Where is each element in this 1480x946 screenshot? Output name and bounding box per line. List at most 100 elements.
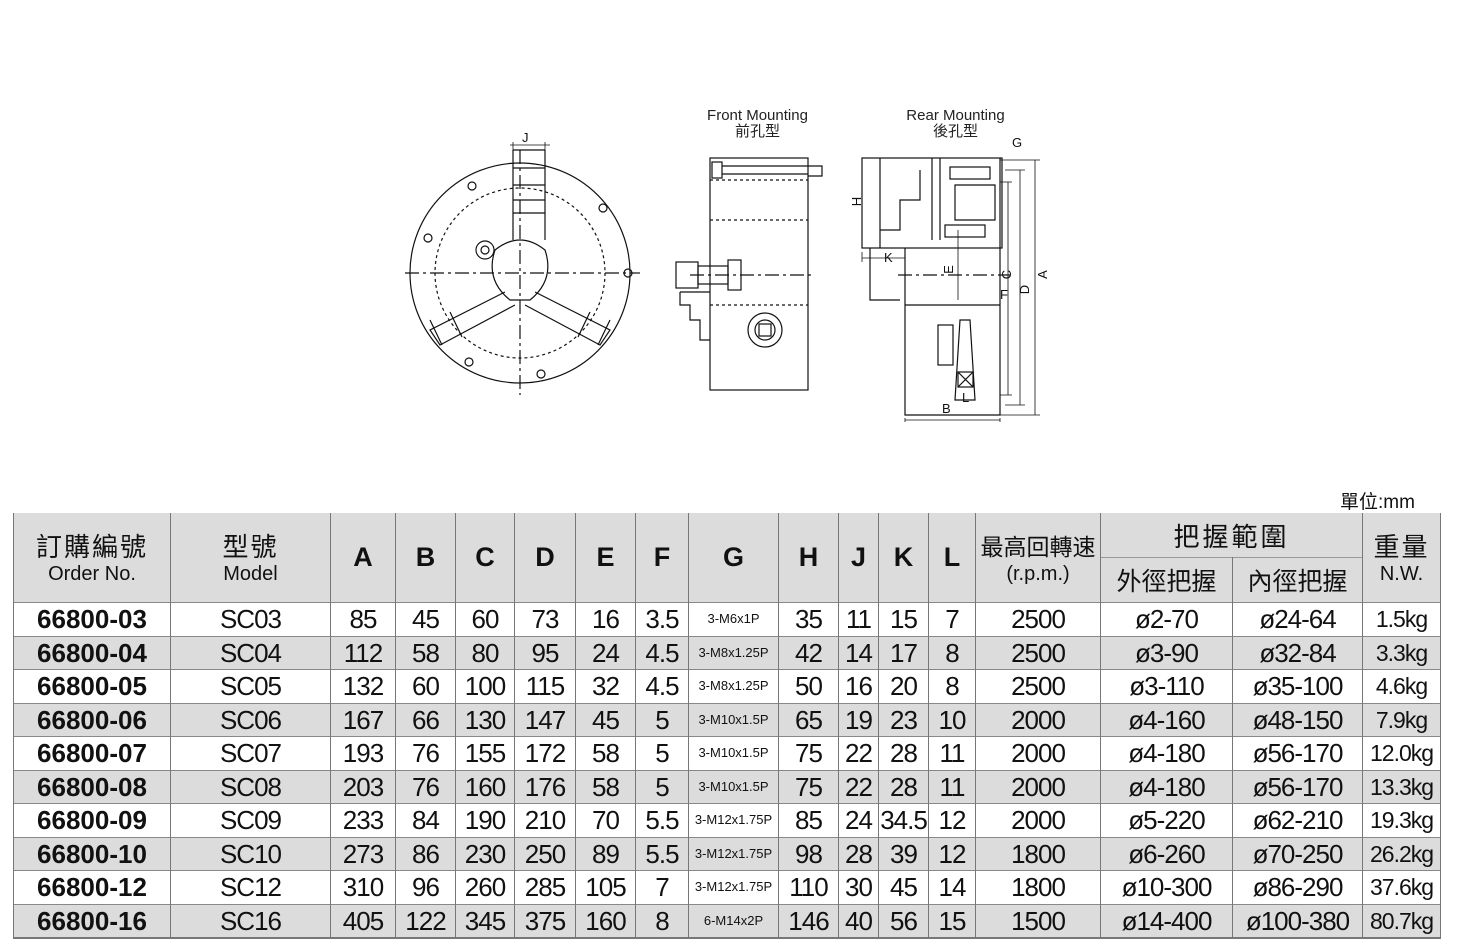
header-d: D	[514, 513, 576, 603]
header-b: B	[395, 513, 456, 603]
cell-j: 19	[838, 702, 879, 737]
header-c: C	[455, 513, 515, 603]
rear-mounting-title: Rear Mounting 後孔型	[888, 108, 1023, 140]
cell-weight: 12.0kg	[1362, 736, 1442, 770]
dim-label-k: K	[884, 250, 893, 265]
cell-order-no: 66800-03	[13, 602, 171, 636]
cell-order-no: 66800-08	[13, 769, 171, 804]
header-k: K	[878, 513, 929, 603]
header-weight: 重量 N.W.	[1362, 513, 1442, 603]
cell-a: 273	[330, 836, 396, 871]
cell-grip-inner: ø62-210	[1231, 803, 1364, 837]
cell-k: 17	[878, 635, 929, 670]
table-row: 66800-08 SC08 203 76 160 176 58 5 3-M10x1.5P 75 22…	[13, 769, 1442, 804]
cell-d: 285	[514, 870, 576, 904]
header-order-no: 訂購編號 Order No.	[13, 513, 171, 603]
cell-j: 16	[838, 669, 879, 703]
cell-k: 34.5	[878, 803, 929, 837]
cell-rpm: 2500	[975, 635, 1101, 670]
cell-l: 11	[928, 769, 976, 804]
cell-g: 3-M12x1.75P	[688, 870, 779, 904]
cell-c: 155	[455, 736, 515, 770]
cell-a: 233	[330, 803, 396, 837]
cell-h: 75	[778, 769, 839, 804]
table-row: 66800-04 SC04 112 58 80 95 24 4.5 3-M8x1.25P 42 14…	[13, 635, 1442, 670]
cell-c: 230	[455, 836, 515, 871]
cell-g: 3-M12x1.75P	[688, 836, 779, 871]
cell-f: 7	[635, 870, 689, 904]
cell-g: 3-M10x1.5P	[688, 702, 779, 737]
cell-a: 167	[330, 702, 396, 737]
dim-label-f: F	[1000, 287, 1008, 302]
cell-order-no: 66800-12	[13, 870, 171, 904]
cell-a: 203	[330, 769, 396, 804]
cell-weight: 80.7kg	[1362, 903, 1442, 939]
cell-order-no: 66800-10	[13, 836, 171, 871]
cell-h: 98	[778, 836, 839, 871]
cell-grip-inner: ø35-100	[1231, 669, 1364, 703]
cell-c: 345	[455, 903, 515, 939]
cell-k: 15	[878, 602, 929, 636]
cell-d: 176	[514, 769, 576, 804]
cell-model: SC16	[170, 903, 331, 939]
dim-label-j: J	[522, 130, 529, 145]
cell-e: 32	[575, 669, 636, 703]
cell-rpm: 2000	[975, 736, 1101, 770]
cell-grip-inner: ø56-170	[1231, 769, 1364, 804]
cell-c: 100	[455, 669, 515, 703]
cell-weight: 7.9kg	[1362, 702, 1442, 737]
rear-title-en: Rear Mounting	[906, 107, 1005, 124]
spec-table-body: 66800-03 SC03 85 45 60 73 16 3.5 3-M6x1P 35 11 15 7 2…	[13, 602, 1442, 939]
cell-g: 3-M8x1.25P	[688, 635, 779, 670]
header-grip-range: 把握範圍	[1099, 513, 1364, 558]
cell-weight: 13.3kg	[1362, 769, 1442, 804]
cell-order-no: 66800-07	[13, 736, 171, 770]
cell-a: 405	[330, 903, 396, 939]
cell-d: 250	[514, 836, 576, 871]
cell-j: 30	[838, 870, 879, 904]
cell-order-no: 66800-06	[13, 702, 171, 737]
cell-grip-outer: ø2-70	[1100, 602, 1233, 636]
front-title-en: Front Mounting	[707, 107, 808, 124]
cell-e: 24	[575, 635, 636, 670]
cell-rpm: 2500	[975, 602, 1101, 636]
cell-b: 45	[395, 602, 456, 636]
header-a: A	[330, 513, 396, 603]
table-row: 66800-09 SC09 233 84 190 210 70 5.5 3-M12x1.75P 8…	[13, 803, 1442, 837]
cell-f: 5.5	[635, 803, 689, 837]
cell-a: 193	[330, 736, 396, 770]
cell-model: SC04	[170, 635, 331, 670]
cell-b: 96	[395, 870, 456, 904]
cell-rpm: 1800	[975, 836, 1101, 871]
cell-l: 10	[928, 702, 976, 737]
cell-weight: 4.6kg	[1362, 669, 1442, 703]
cell-j: 22	[838, 769, 879, 804]
dim-label-a: A	[1034, 270, 1050, 279]
cell-e: 45	[575, 702, 636, 737]
cell-k: 20	[878, 669, 929, 703]
header-e: E	[575, 513, 636, 603]
header-l: L	[928, 513, 976, 603]
cell-b: 84	[395, 803, 456, 837]
cell-grip-outer: ø6-260	[1100, 836, 1233, 871]
front-title-zh: 前孔型	[734, 123, 780, 140]
cell-grip-inner: ø100-380	[1231, 903, 1364, 939]
table-row: 66800-03 SC03 85 45 60 73 16 3.5 3-M6x1P 35 11 15 7 2…	[13, 602, 1442, 636]
table-row: 66800-10 SC10 273 86 230 250 89 5.5 3-M12x1.75P 9…	[13, 836, 1442, 871]
cell-grip-inner: ø24-64	[1231, 602, 1364, 636]
cell-h: 110	[778, 870, 839, 904]
cell-c: 130	[455, 702, 515, 737]
cell-a: 310	[330, 870, 396, 904]
cell-h: 35	[778, 602, 839, 636]
cell-model: SC08	[170, 769, 331, 804]
cell-k: 56	[878, 903, 929, 939]
cell-j: 24	[838, 803, 879, 837]
cell-k: 45	[878, 870, 929, 904]
cell-c: 160	[455, 769, 515, 804]
cell-e: 16	[575, 602, 636, 636]
header-model: 型號 Model	[170, 513, 331, 603]
cell-b: 58	[395, 635, 456, 670]
cell-model: SC03	[170, 602, 331, 636]
cell-b: 86	[395, 836, 456, 871]
cell-h: 65	[778, 702, 839, 737]
